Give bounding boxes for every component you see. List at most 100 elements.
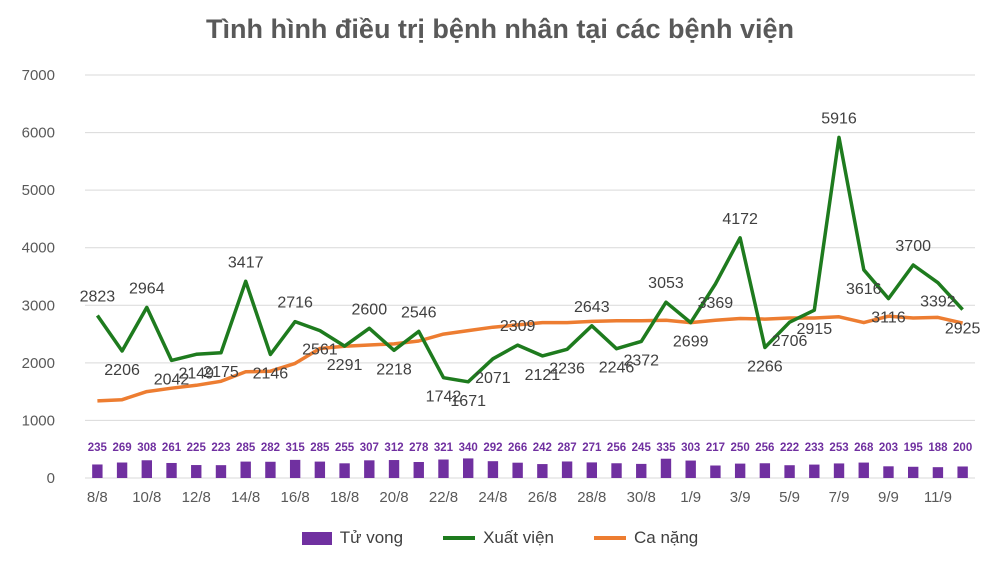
line-data-label: 2372 [623, 352, 659, 369]
bar-data-label: 203 [879, 442, 898, 454]
legend-label-tu-vong: Tử vong [339, 528, 404, 547]
line-xuat-vien [95, 135, 964, 384]
bar-tu-vong [586, 462, 597, 478]
bar-tu-vong [660, 458, 672, 478]
bar-data-label: 261 [162, 442, 182, 454]
line-data-label: 2643 [574, 299, 610, 316]
bar-tu-vong [908, 466, 919, 478]
bar-tu-vong [759, 463, 771, 478]
bar-tu-vong [364, 460, 375, 478]
bar-tu-vong [561, 461, 573, 478]
line-data-label: 2266 [747, 359, 783, 376]
bar-data-label: 256 [607, 442, 626, 454]
bar-data-label: 285 [236, 442, 256, 454]
y-tick-label: 2000 [22, 355, 55, 372]
bar-data-label: 225 [187, 442, 207, 454]
legend-swatch-xuat-vien [443, 536, 476, 540]
line-data-label: 2964 [129, 280, 165, 297]
line-data-label: 3616 [846, 281, 882, 298]
bar-data-label: 250 [731, 442, 750, 454]
bar-data-label: 335 [656, 442, 676, 454]
bar-data-label: 340 [459, 442, 478, 454]
bar-tu-vong [438, 459, 449, 478]
bar-data-label: 235 [88, 442, 108, 454]
bar-data-label: 200 [953, 442, 972, 454]
bar-data-label: 195 [904, 442, 924, 454]
bar-tu-vong [932, 467, 944, 478]
y-tick-label: 0 [47, 470, 55, 487]
x-tick-label: 9/9 [878, 489, 899, 506]
bar-tu-vong [141, 460, 152, 478]
x-tick-label: 18/8 [330, 489, 359, 506]
bar-tu-vong [191, 465, 202, 478]
y-tick-label: 4000 [22, 240, 55, 257]
x-tick-label: 10/8 [132, 489, 161, 506]
line-data-label: 2915 [797, 321, 833, 338]
bar-data-label: 253 [829, 442, 848, 454]
bar-data-label: 282 [261, 442, 280, 454]
bar-tu-vong [314, 461, 326, 478]
bar-tu-vong [734, 463, 746, 478]
line-data-label: 1742 [426, 389, 462, 406]
line-data-label: 2218 [376, 361, 412, 378]
x-tick-label: 7/9 [829, 489, 850, 506]
x-tick-label: 12/8 [182, 489, 211, 506]
line-data-label: 2706 [772, 333, 808, 350]
line-data-label: 2561 [302, 342, 338, 359]
bar-data-label: 271 [582, 442, 602, 454]
bar-tu-vong [611, 463, 622, 478]
bar-data-label: 278 [409, 442, 429, 454]
bar-tu-vong [710, 465, 721, 478]
x-tick-label: 30/8 [627, 489, 656, 506]
bar-tu-vong [685, 460, 696, 478]
legend-item-tu-vong: Tử vong [301, 528, 404, 548]
line-data-label: 2206 [104, 362, 140, 379]
y-tick-label: 7000 [22, 67, 55, 84]
bar-data-label: 217 [706, 442, 725, 454]
line-data-label: 2236 [549, 360, 585, 377]
bar-tu-vong [512, 462, 523, 478]
legend-swatch-ca-nang [593, 536, 626, 540]
legend-item-ca-nang: Ca nặng [593, 528, 698, 548]
line-data-label: 2149 [178, 365, 214, 382]
bar-data-label: 266 [508, 442, 527, 454]
y-tick-label: 3000 [22, 297, 55, 314]
bar-tu-vong [215, 465, 227, 478]
bar-tu-vong [833, 463, 845, 478]
bar-tu-vong [784, 465, 795, 478]
x-tick-label: 1/9 [680, 489, 701, 506]
line-data-label: 2699 [673, 334, 709, 351]
bar-data-label: 233 [805, 442, 824, 454]
line-data-label: 3053 [648, 275, 684, 292]
bar-tu-vong [883, 466, 894, 478]
bar-tu-vong [636, 463, 647, 478]
line-data-label: 2146 [253, 365, 289, 382]
x-tick-label: 16/8 [281, 489, 310, 506]
bar-tu-vong [463, 458, 474, 478]
bar-data-label: 285 [310, 442, 330, 454]
bar-data-label: 287 [557, 442, 576, 454]
bar-tu-vong [240, 461, 251, 478]
x-tick-label: 8/8 [87, 489, 108, 506]
bar-tu-vong [413, 461, 424, 478]
bar-tu-vong [265, 461, 276, 478]
x-tick-label: 28/8 [577, 489, 606, 506]
bar-tu-vong [116, 462, 128, 478]
y-tick-label: 1000 [22, 412, 55, 429]
bar-data-label: 292 [483, 442, 502, 454]
bar-data-label: 188 [928, 442, 948, 454]
line-data-label: 4172 [722, 211, 758, 228]
bar-data-label: 223 [211, 442, 230, 454]
bar-data-label: 312 [384, 442, 403, 454]
bar-tu-vong [289, 459, 301, 478]
line-data-label: 5916 [821, 110, 857, 127]
bar-data-label: 315 [286, 442, 306, 454]
y-tick-label: 6000 [22, 125, 55, 142]
legend-item-xuat-vien: Xuất viện [443, 528, 554, 548]
bar-tu-vong [957, 466, 968, 478]
bar-data-label: 256 [755, 442, 774, 454]
bar-data-label: 308 [137, 442, 157, 454]
x-tick-label: 26/8 [528, 489, 557, 506]
line-data-label: 3417 [228, 254, 264, 271]
